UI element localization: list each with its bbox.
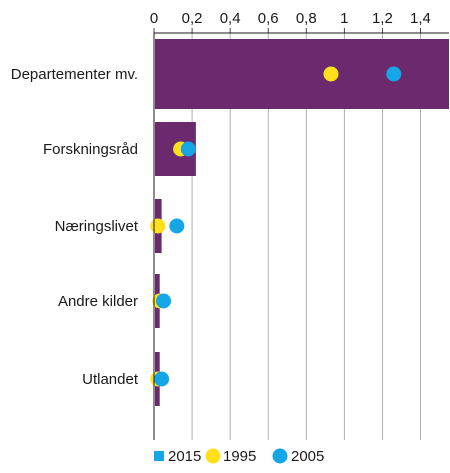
x-tick-label: 1: [340, 10, 348, 27]
legend: 2015 1995 2005: [154, 448, 324, 465]
x-tick-label: 0,6: [258, 10, 279, 27]
category-label: Andre kilder: [58, 293, 138, 310]
legend-swatch-1995: [205, 448, 221, 464]
bar-2015: [155, 39, 449, 109]
point-2005: [154, 371, 170, 387]
legend-label-1995: 1995: [223, 448, 256, 465]
legend-label-2005: 2005: [291, 448, 324, 465]
points: [150, 66, 402, 387]
category-labels: Departementer mv. Forskningsråd Næringsliv…: [11, 66, 139, 388]
point-2005: [386, 66, 402, 82]
point-2005: [180, 141, 196, 157]
category-label: Utlandet: [82, 371, 139, 388]
point-1995: [323, 66, 339, 82]
legend-swatch-2015: [154, 451, 164, 461]
x-tick-label: 0: [150, 10, 158, 27]
legend-swatch-2005: [272, 448, 288, 464]
point-2005: [156, 293, 172, 309]
bars: [155, 39, 449, 406]
x-tick-label: 0,8: [296, 10, 317, 27]
axes: 0 0,2 0,4 0,6 0,8 1 1,2 1,4: [150, 10, 449, 440]
category-label: Forskningsråd: [43, 141, 138, 158]
x-tick-label: 0,2: [182, 10, 203, 27]
legend-label-2015: 2015: [168, 448, 201, 465]
x-tick-label: 0,4: [220, 10, 241, 27]
x-tick-label: 1,4: [410, 10, 431, 27]
point-2005: [169, 218, 185, 234]
x-tick-label: 1,2: [372, 10, 393, 27]
category-label: Departementer mv.: [11, 66, 138, 83]
category-label: Næringslivet: [55, 218, 139, 235]
point-1995: [150, 218, 166, 234]
